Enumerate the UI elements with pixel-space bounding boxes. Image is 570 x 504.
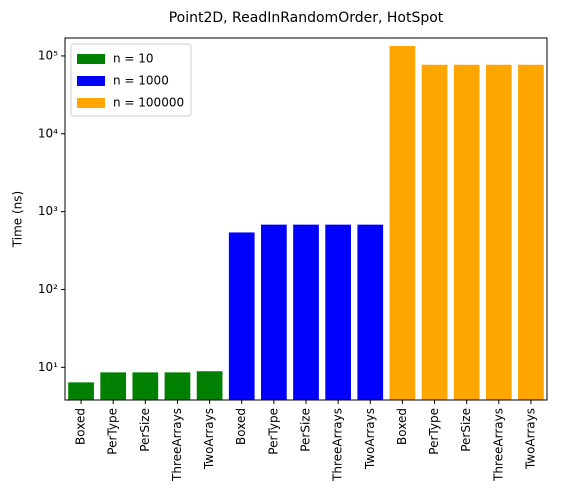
legend-label: n = 100000 bbox=[113, 96, 184, 110]
x-tick-label: ThreeArrays bbox=[170, 408, 184, 482]
y-tick-label: 10⁴ bbox=[38, 126, 58, 140]
x-tick-label: PerSize bbox=[299, 408, 313, 452]
legend-swatch bbox=[77, 54, 105, 64]
x-tick-label: PerType bbox=[106, 408, 120, 455]
bar bbox=[389, 46, 416, 401]
x-tick-label: ThreeArrays bbox=[491, 408, 505, 482]
y-tick-label: 10² bbox=[38, 282, 58, 296]
x-tick-label: Boxed bbox=[395, 408, 409, 445]
bar bbox=[68, 382, 94, 400]
legend-swatch bbox=[77, 98, 105, 108]
y-axis-label: Time (ns) bbox=[11, 191, 25, 248]
bar bbox=[325, 224, 351, 400]
bar bbox=[100, 372, 127, 400]
bar bbox=[453, 64, 480, 400]
x-tick-label: TwoArrays bbox=[363, 408, 377, 470]
x-tick-label: ThreeArrays bbox=[331, 408, 345, 482]
legend-swatch bbox=[77, 76, 105, 86]
x-tick-label: Boxed bbox=[234, 408, 248, 445]
x-tick-label: Boxed bbox=[74, 408, 88, 445]
x-tick-label: PerType bbox=[266, 408, 280, 455]
x-tick-label: PerType bbox=[427, 408, 441, 455]
y-tick-label: 10¹ bbox=[38, 360, 58, 374]
bar bbox=[485, 64, 512, 400]
y-tick-label: 10³ bbox=[38, 204, 58, 218]
bar bbox=[228, 232, 255, 400]
bar bbox=[261, 224, 287, 400]
bar bbox=[518, 64, 544, 400]
bar bbox=[293, 224, 319, 400]
bar bbox=[132, 372, 159, 400]
x-tick-label: TwoArrays bbox=[202, 408, 216, 470]
y-tick-label: 10⁵ bbox=[38, 48, 58, 62]
bar bbox=[421, 64, 448, 400]
bar bbox=[164, 372, 191, 400]
chart-title: Point2D, ReadInRandomOrder, HotSpot bbox=[169, 10, 444, 26]
x-tick-label: PerSize bbox=[138, 408, 152, 452]
bar bbox=[357, 224, 384, 400]
legend-label: n = 10 bbox=[113, 52, 154, 66]
x-tick-label: TwoArrays bbox=[523, 408, 537, 470]
x-tick-label: PerSize bbox=[459, 408, 473, 452]
plot-frame bbox=[64, 37, 548, 401]
legend-label: n = 1000 bbox=[113, 74, 169, 88]
bar bbox=[196, 371, 223, 400]
